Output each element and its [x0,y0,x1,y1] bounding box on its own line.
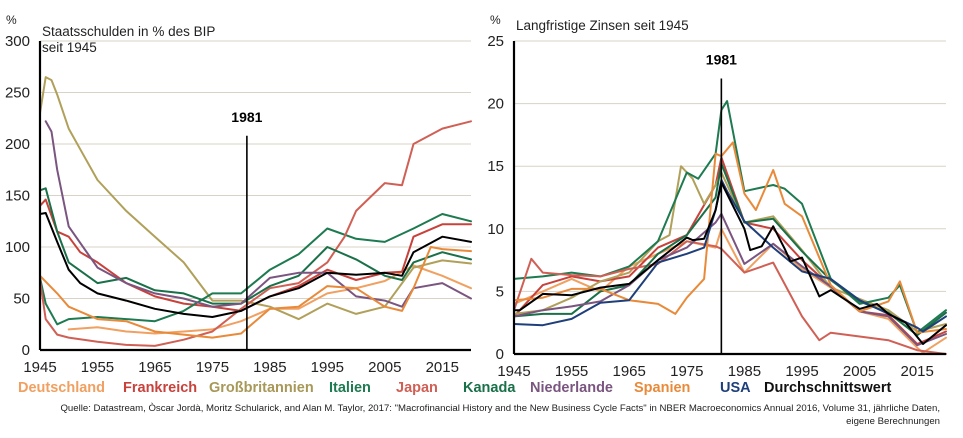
rates-x-tick-label: 1965 [613,363,646,380]
legend-item-japan: Japan [396,380,438,396]
rates-y-tick-label: 25 [487,33,504,50]
series-line-japan [513,240,947,355]
rates-y-tick-label: 15 [487,158,504,175]
rates-x-tick-label: 1975 [670,363,703,380]
legend-item-kanada: Kanada [463,380,516,396]
debt-y-tick-label: 100 [5,239,30,256]
rates-annotation: 1981 [706,52,737,354]
debt-y-tick-label: 250 [5,85,30,102]
rates-x-tick-label: 1995 [785,363,818,380]
series-line-frankreich [39,198,472,312]
debt-y-tick-label: 300 [5,33,30,50]
debt-y-tick-label: 0 [22,342,30,359]
rates-chart: % Langfristige Zinsen seit 1945 0 5 10 15 20… [487,13,947,380]
rates-x-tick-label: 2005 [843,363,876,380]
series-line-durchschnittswert [513,181,947,345]
series-line-deutschland [513,227,947,354]
debt-axes [38,41,471,352]
rates-x-tick-label: 1955 [555,363,588,380]
legend: Deutschland Frankreich Großbritannien Itali… [18,380,948,400]
series-line-kanada [39,187,472,305]
series-line-japan [39,120,472,347]
legend-item-durchschnittswert: Durchschnittswert [764,380,892,396]
charts-svg: % Staatsschulden in % des BIP seit 1945 … [5,13,947,380]
debt-unit-label: % [6,13,17,27]
rates-x-tick-label: 2015 [901,363,934,380]
debt-x-tick-label: 1995 [311,359,344,376]
debt-chart: % Staatsschulden in % des BIP seit 1945 … [5,13,472,376]
rates-x-tick-label: 1945 [497,363,530,380]
rates-y-tick-label: 0 [496,346,504,363]
rates-axes [512,41,946,356]
rates-y-ticks: 0 5 10 15 20 25 [487,33,504,363]
rates-y-tick-label: 20 [487,96,504,113]
rates-series [513,100,947,355]
legend-item-frankreich: Frankreich [123,380,198,396]
source-line-1: Quelle: Datastream, Òscar Jordà, Moritz … [60,403,940,414]
debt-x-tick-label: 2015 [426,359,459,376]
debt-series [39,76,472,347]
debt-chart-title: Staatsschulden in % des BIP [42,24,215,39]
debt-x-tick-label: 1985 [253,359,286,376]
debt-x-tick-label: 1945 [23,359,56,376]
series-line-niederlande [513,212,947,347]
series-line-deutschland [67,264,472,335]
series-line-italien [39,213,472,326]
rates-chart-title: Langfristige Zinsen seit 1945 [516,18,689,33]
debt-annotation: 1981 [231,109,263,350]
rates-x-tick-label: 1985 [728,363,761,380]
debt-y-tick-label: 150 [5,188,30,205]
source-line-2: eigene Berechnungen [846,415,940,427]
series-line-durchschnittswert [39,212,472,318]
legend-item-grossbritannien: Großbritannien [209,380,314,396]
legend-item-spanien: Spanien [634,380,691,396]
series-line-niederlande [44,120,472,308]
series-line-italien [513,100,947,334]
debt-y-tick-label: 50 [13,291,30,308]
rates-unit-label: % [490,13,501,27]
series-line-spanien [513,141,947,334]
series-line-spanien [39,246,472,339]
debt-x-ticks: 1945 1955 1965 1975 1985 1995 2005 2015 [23,359,459,376]
series-line-usa [513,179,947,333]
rates-x-ticks: 1945 1955 1965 1975 1985 1995 2005 2015 [497,363,934,380]
debt-x-tick-label: 1955 [81,359,114,376]
legend-item-italien: Italien [329,380,371,396]
rates-gridlines [514,40,946,292]
debt-x-tick-label: 1965 [138,359,171,376]
debt-x-tick-label: 2005 [368,359,401,376]
debt-1981-label: 1981 [231,109,262,125]
legend-item-deutschland: Deutschland [18,380,106,396]
debt-chart-subtitle: seit 1945 [42,40,97,55]
rates-y-tick-label: 10 [487,221,504,238]
rates-1981-label: 1981 [706,52,737,68]
legend-item-usa: USA [720,380,751,396]
debt-y-tick-label: 200 [5,136,30,153]
source-note: Quelle: Datastream, Òscar Jordà, Moritz … [40,403,940,428]
rates-y-tick-label: 5 [496,283,504,300]
series-line-grossbritannien [39,76,472,321]
legend-item-niederlande: Niederlande [530,380,613,396]
debt-x-tick-label: 1975 [196,359,229,376]
debt-y-ticks: 0 50 100 150 200 250 300 [5,33,30,359]
